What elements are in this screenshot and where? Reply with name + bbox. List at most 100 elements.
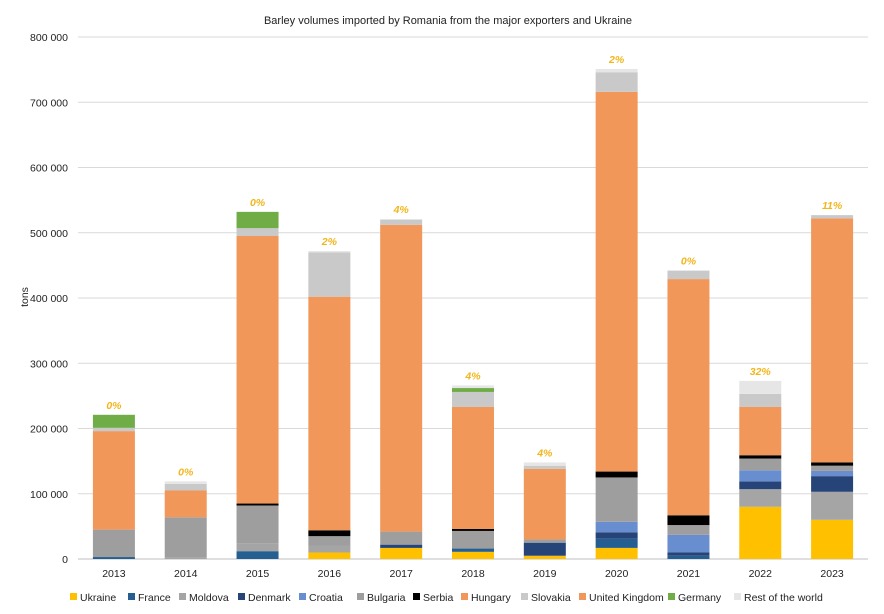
y-tick-label: 100 000 xyxy=(30,489,68,501)
legend-label: United Kingdom xyxy=(589,592,664,604)
bar-segment-slovakia xyxy=(667,270,710,280)
bar-segment-united-kingdom xyxy=(811,218,854,463)
bar-segment-ukraine xyxy=(739,506,782,559)
legend-label: Moldova xyxy=(189,592,229,604)
share-label: 0% xyxy=(178,466,194,478)
bar-segment-bulgaria xyxy=(308,536,351,546)
share-label: 32% xyxy=(750,366,772,378)
bar-segment-france xyxy=(236,551,279,559)
share-label: 4% xyxy=(393,204,410,216)
bar-segment-slovakia xyxy=(523,465,566,469)
bar-segment-bulgaria xyxy=(380,531,423,545)
legend-swatch xyxy=(128,593,135,600)
bar-segment-serbia xyxy=(236,503,279,506)
bar-segment-serbia xyxy=(739,455,782,459)
bars xyxy=(92,68,854,559)
bar-segment-united-kingdom xyxy=(667,279,710,516)
y-tick-label: 500 000 xyxy=(30,228,68,240)
bar-segment-united-kingdom xyxy=(523,468,566,540)
chart-title: Barley volumes imported by Romania from … xyxy=(264,15,632,27)
bar-segment-moldova xyxy=(739,489,782,507)
legend-label: Slovakia xyxy=(531,592,571,604)
bar-segment-croatia xyxy=(595,521,638,533)
bar-segment-ukraine xyxy=(595,547,638,559)
legend-swatch xyxy=(579,593,586,600)
bar-segment-croatia xyxy=(667,534,710,553)
bar-segment-france xyxy=(595,538,638,548)
bar-segment-ukraine xyxy=(452,551,494,559)
bar-segment-croatia xyxy=(739,470,782,482)
x-tick-label: 2021 xyxy=(677,568,701,580)
legend-swatch xyxy=(357,593,364,600)
bar-segment-germany xyxy=(236,211,279,229)
legend-swatch xyxy=(668,593,675,600)
y-axis-label: tons xyxy=(19,287,31,307)
share-label: 4% xyxy=(464,370,481,382)
x-tick-label: 2016 xyxy=(318,568,342,580)
x-tick-label: 2022 xyxy=(749,568,773,580)
bar-segment-slovakia xyxy=(308,252,351,297)
y-tick-label: 700 000 xyxy=(30,97,68,109)
bar-segment-bulgaria xyxy=(811,465,854,471)
y-tick-label: 0 xyxy=(62,554,68,566)
x-tick-label: 2017 xyxy=(390,568,414,580)
share-label: 11% xyxy=(822,200,843,212)
bar-segment-united-kingdom xyxy=(164,490,207,518)
share-label: 2% xyxy=(321,236,338,248)
bar-segment-slovakia xyxy=(739,393,782,407)
bar-segment-ukraine xyxy=(380,547,423,559)
legend-label: Germany xyxy=(678,592,722,604)
x-tick-label: 2013 xyxy=(102,568,126,580)
legend-swatch xyxy=(734,593,741,600)
bar-segment-united-kingdom xyxy=(380,224,423,532)
bar-segment-slovakia xyxy=(92,427,135,432)
bar-segment-france xyxy=(667,555,710,559)
bar-segment-bulgaria xyxy=(452,530,494,549)
bar-segment-serbia xyxy=(811,462,854,466)
bar-segment-united-kingdom xyxy=(452,406,494,529)
legend-label: Ukraine xyxy=(80,592,116,604)
x-tick-label: 2020 xyxy=(605,568,629,580)
bar-segment-croatia xyxy=(811,470,854,477)
share-label: 0% xyxy=(250,197,266,209)
bar-segment-rest-of-the-world xyxy=(380,219,423,220)
x-tick-label: 2019 xyxy=(533,568,557,580)
bar-segment-bulgaria xyxy=(92,529,135,558)
legend-label: Hungary xyxy=(471,592,511,604)
bar-segment-rest-of-the-world xyxy=(452,385,494,389)
bar-segment-slovakia xyxy=(811,215,854,219)
legend-swatch xyxy=(521,593,528,600)
share-label: 4% xyxy=(536,447,553,459)
bar-segment-serbia xyxy=(667,515,710,526)
bar-segment-united-kingdom xyxy=(92,431,135,529)
bar-segment-moldova xyxy=(236,543,279,552)
x-tick-label: 2015 xyxy=(246,568,270,580)
share-label: 0% xyxy=(681,256,697,268)
bar-segment-germany xyxy=(92,414,135,428)
bar-segment-rest-of-the-world xyxy=(308,251,351,253)
legend-label: Croatia xyxy=(309,592,343,604)
bar-segment-slovakia xyxy=(236,228,279,237)
bar-segment-rest-of-the-world xyxy=(739,380,782,394)
bar-segment-hungary xyxy=(92,528,135,530)
bar-segment-denmark xyxy=(595,532,638,539)
bar-segment-denmark xyxy=(667,552,710,556)
legend-label: Serbia xyxy=(423,592,454,604)
bar-segment-serbia xyxy=(308,530,351,537)
bar-segment-rest-of-the-world xyxy=(164,481,207,484)
bar-segment-slovakia xyxy=(452,391,494,407)
y-tick-label: 200 000 xyxy=(30,424,68,436)
bar-segment-denmark xyxy=(811,476,854,492)
legend-swatch xyxy=(413,593,420,600)
legend-label: Bulgaria xyxy=(367,592,406,604)
bar-segment-bulgaria xyxy=(667,525,710,535)
bar-segment-ukraine xyxy=(523,555,566,559)
bar-segment-ukraine xyxy=(308,552,351,559)
legend-swatch xyxy=(70,593,77,600)
bar-segment-slovakia xyxy=(595,72,638,92)
bar-segment-serbia xyxy=(595,471,638,478)
bar-segment-moldova xyxy=(811,491,854,520)
bar-segment-serbia xyxy=(452,528,494,531)
legend-label: France xyxy=(138,592,171,604)
